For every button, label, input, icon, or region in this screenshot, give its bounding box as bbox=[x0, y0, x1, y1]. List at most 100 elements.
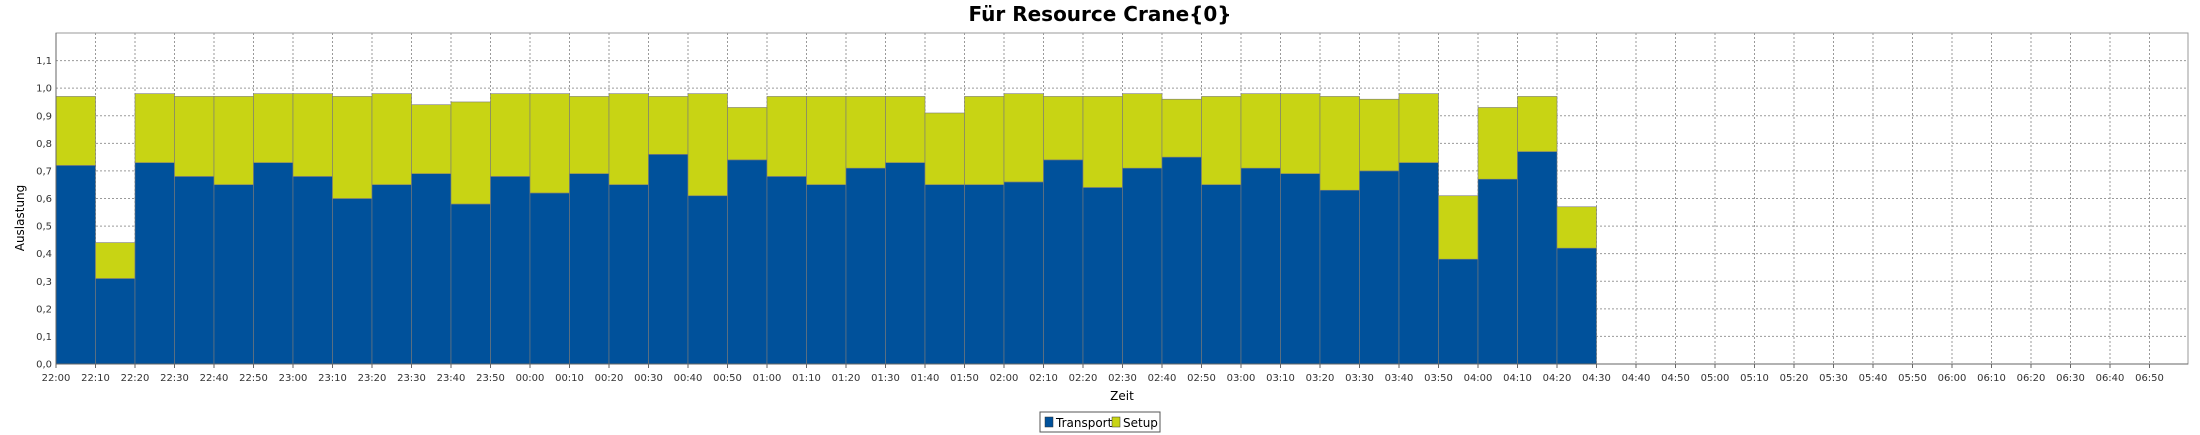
bar-transport bbox=[253, 162, 294, 365]
bar-setup bbox=[1280, 93, 1321, 174]
bar-setup bbox=[885, 96, 926, 163]
y-tick-label: 0,5 bbox=[36, 222, 52, 233]
legend-swatch-transport bbox=[1044, 416, 1054, 428]
legend-label-transport: Transport bbox=[1055, 416, 1113, 430]
x-tick-label: 23:20 bbox=[358, 373, 387, 384]
bar-transport bbox=[687, 195, 728, 365]
x-tick-label: 02:30 bbox=[1108, 373, 1137, 384]
legend: Transport Setup bbox=[1039, 411, 1161, 433]
bar-transport bbox=[55, 165, 96, 365]
x-tick-label: 01:10 bbox=[792, 373, 821, 384]
x-tick-label: 05:20 bbox=[1780, 373, 1809, 384]
x-tick-label: 22:20 bbox=[121, 373, 150, 384]
x-tick-label: 02:20 bbox=[1069, 373, 1098, 384]
x-tick-label: 01:30 bbox=[871, 373, 900, 384]
x-tick-label: 04:40 bbox=[1622, 373, 1651, 384]
bar-setup bbox=[845, 96, 886, 169]
x-tick-label: 06:10 bbox=[1977, 373, 2006, 384]
bar-transport bbox=[1477, 178, 1518, 365]
x-tick-label: 04:50 bbox=[1661, 373, 1690, 384]
bar-transport bbox=[371, 184, 412, 365]
x-tick-label: 03:50 bbox=[1424, 373, 1453, 384]
bar-transport bbox=[134, 162, 175, 365]
x-tick-label: 02:50 bbox=[1187, 373, 1216, 384]
bar-transport bbox=[964, 184, 1005, 365]
bar-setup bbox=[1082, 96, 1123, 188]
x-tick-label: 04:00 bbox=[1464, 373, 1493, 384]
bar-transport bbox=[1043, 159, 1084, 365]
bar-setup bbox=[1240, 93, 1281, 169]
bar-setup bbox=[529, 93, 570, 194]
x-tick-label: 22:00 bbox=[42, 373, 71, 384]
chart-title: Für Resource Crane{0} bbox=[968, 2, 1232, 26]
y-tick-label: 1,1 bbox=[36, 56, 52, 67]
bar-setup bbox=[450, 101, 491, 205]
bar-transport bbox=[174, 176, 215, 365]
bar-setup bbox=[490, 93, 531, 177]
bar-setup bbox=[292, 93, 333, 177]
x-tick-label: 05:50 bbox=[1898, 373, 1927, 384]
bar-setup bbox=[727, 107, 768, 161]
bar-transport bbox=[213, 184, 254, 365]
bar-transport bbox=[1556, 247, 1597, 365]
x-tick-label: 03:20 bbox=[1306, 373, 1335, 384]
x-tick-label: 01:20 bbox=[832, 373, 861, 384]
legend-box bbox=[1039, 411, 1161, 433]
bar-setup bbox=[1201, 96, 1242, 186]
x-tick-label: 22:40 bbox=[200, 373, 229, 384]
x-tick-label: 03:40 bbox=[1385, 373, 1414, 384]
y-tick-label: 0,7 bbox=[36, 166, 52, 177]
y-tick-label: 0,1 bbox=[36, 332, 52, 343]
x-tick-label: 00:00 bbox=[516, 373, 545, 384]
bar-transport bbox=[727, 159, 768, 365]
x-tick-label: 04:30 bbox=[1582, 373, 1611, 384]
x-tick-label: 02:40 bbox=[1148, 373, 1177, 384]
bar-transport bbox=[1003, 181, 1044, 365]
bar-setup bbox=[687, 93, 728, 197]
legend-label-setup: Setup bbox=[1123, 416, 1158, 430]
x-tick-label: 06:40 bbox=[2096, 373, 2125, 384]
x-tick-label: 05:10 bbox=[1740, 373, 1769, 384]
x-tick-label: 02:10 bbox=[1029, 373, 1058, 384]
bar-setup bbox=[1319, 96, 1360, 191]
x-tick-label: 05:00 bbox=[1701, 373, 1730, 384]
x-tick-label: 00:20 bbox=[595, 373, 624, 384]
x-axis-label: Zeit bbox=[1110, 389, 1134, 403]
bar-setup bbox=[766, 96, 807, 177]
bar-transport bbox=[1280, 173, 1321, 365]
bar-setup bbox=[1043, 96, 1084, 161]
x-tick-label: 00:40 bbox=[674, 373, 703, 384]
bar-setup bbox=[134, 93, 175, 163]
x-tick-label: 23:00 bbox=[279, 373, 308, 384]
bar-transport bbox=[1359, 170, 1400, 365]
y-tick-label: 1,0 bbox=[36, 84, 52, 95]
bar-setup bbox=[924, 112, 965, 186]
x-tick-label: 03:00 bbox=[1227, 373, 1256, 384]
bar-transport bbox=[766, 176, 807, 365]
bar-transport bbox=[411, 173, 452, 365]
x-tick-label: 22:10 bbox=[81, 373, 110, 384]
y-tick-label: 0,4 bbox=[36, 249, 52, 260]
x-tick-label: 06:30 bbox=[2056, 373, 2085, 384]
x-tick-label: 22:50 bbox=[239, 373, 268, 384]
x-tick-label: 23:30 bbox=[397, 373, 426, 384]
y-tick-label: 0,2 bbox=[36, 304, 52, 315]
bar-transport bbox=[845, 167, 886, 365]
bar-transport bbox=[95, 278, 136, 365]
bar-setup bbox=[648, 96, 689, 155]
bar-setup bbox=[253, 93, 294, 163]
bar-transport bbox=[924, 184, 965, 365]
bar-setup bbox=[1003, 93, 1044, 183]
bars bbox=[55, 93, 1597, 365]
bar-setup bbox=[411, 104, 452, 174]
y-tick-label: 0,0 bbox=[36, 360, 52, 371]
bar-transport bbox=[1161, 156, 1202, 365]
x-tick-label: 23:10 bbox=[318, 373, 347, 384]
bar-transport bbox=[1398, 162, 1439, 365]
bar-transport bbox=[1201, 184, 1242, 365]
bar-setup bbox=[371, 93, 412, 186]
bar-setup bbox=[1359, 98, 1400, 172]
bar-transport bbox=[1438, 258, 1479, 365]
bar-setup bbox=[608, 93, 649, 186]
